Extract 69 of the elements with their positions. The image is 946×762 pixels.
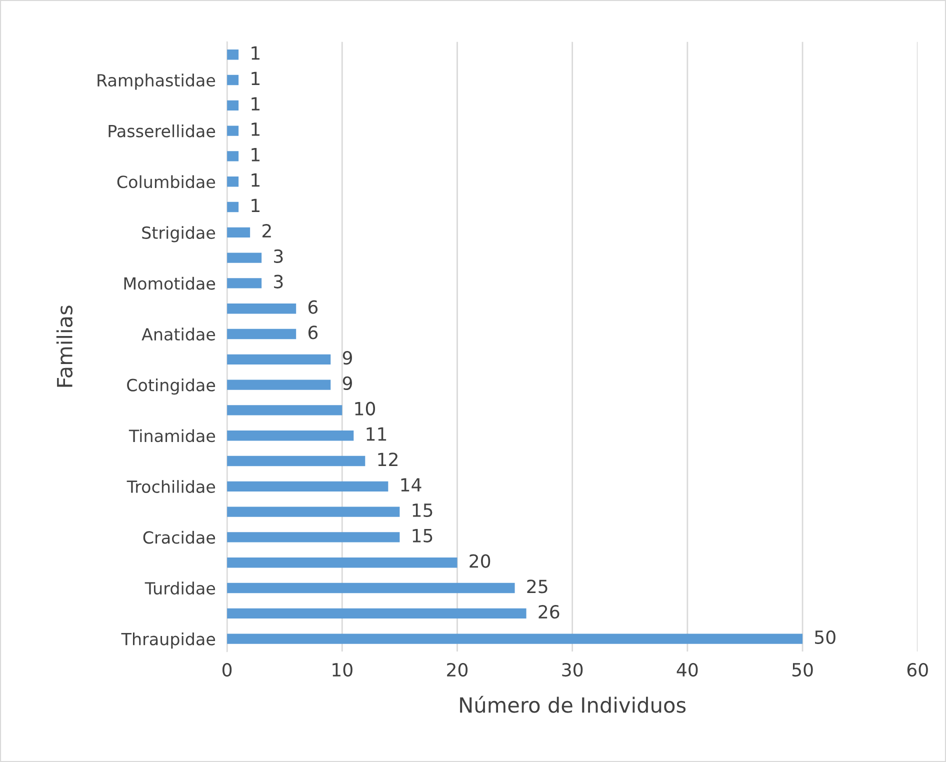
data-label: 1 bbox=[252, 72, 260, 85]
y-tick-label: Strigidae bbox=[142, 226, 216, 242]
data-label: 1 bbox=[252, 46, 260, 60]
x-tick-label: 10 bbox=[332, 662, 352, 677]
x-tick-label: 60 bbox=[907, 662, 928, 677]
bar bbox=[227, 634, 803, 644]
y-tick-label: Columbidae bbox=[117, 175, 216, 188]
bar bbox=[227, 126, 239, 136]
bar bbox=[227, 380, 331, 390]
bar bbox=[227, 481, 388, 492]
data-label: 9 bbox=[342, 376, 352, 390]
y-tick-label: Anatidae bbox=[142, 328, 216, 341]
bar bbox=[227, 608, 526, 618]
bar bbox=[227, 430, 354, 441]
y-tick-label: Momotidae bbox=[124, 276, 216, 290]
bar bbox=[227, 252, 262, 263]
data-label: 1 bbox=[252, 122, 260, 136]
bar bbox=[227, 227, 250, 238]
y-tick-label: Passerellidae bbox=[108, 124, 216, 138]
y-axis-title: Familias bbox=[56, 306, 73, 387]
bar bbox=[227, 151, 239, 162]
y-tick-label: Cracidae bbox=[143, 530, 216, 544]
x-tick-label: 40 bbox=[676, 662, 698, 677]
data-label: 15 bbox=[412, 504, 432, 518]
data-label: 1 bbox=[252, 97, 260, 110]
y-tick-label: Cotingidae bbox=[127, 378, 216, 395]
data-label: 1 bbox=[252, 148, 260, 162]
bar bbox=[227, 176, 239, 187]
data-label: 12 bbox=[378, 452, 398, 466]
data-label: 25 bbox=[527, 580, 548, 594]
data-label: 6 bbox=[308, 300, 318, 314]
x-tick-label: 50 bbox=[792, 662, 813, 677]
y-tick-label: Trochilidae bbox=[126, 480, 216, 493]
data-label: 11 bbox=[366, 427, 386, 441]
y-tick-label: Thraupidae bbox=[121, 632, 216, 649]
data-label: 2 bbox=[262, 224, 271, 238]
data-label: 3 bbox=[274, 249, 283, 264]
x-tick-label: 0 bbox=[222, 662, 232, 677]
bar bbox=[227, 532, 400, 542]
y-tick-label: Turdidae bbox=[144, 582, 216, 595]
data-label: 26 bbox=[538, 604, 560, 619]
x-tick-label: 20 bbox=[447, 662, 468, 677]
bar bbox=[227, 582, 515, 594]
bar bbox=[227, 202, 239, 212]
bar bbox=[227, 456, 366, 466]
bar bbox=[227, 506, 400, 517]
data-label: 3 bbox=[274, 274, 283, 288]
data-label: 1 bbox=[252, 173, 260, 187]
data-label: 6 bbox=[308, 326, 318, 340]
bar bbox=[227, 74, 239, 86]
bar bbox=[227, 405, 342, 416]
bar bbox=[227, 50, 239, 60]
data-label: 50 bbox=[815, 630, 836, 644]
bar bbox=[227, 100, 239, 110]
bar bbox=[227, 278, 262, 288]
bar bbox=[227, 354, 331, 364]
bar bbox=[227, 304, 296, 314]
data-label: 15 bbox=[412, 529, 432, 542]
bar bbox=[227, 328, 296, 340]
bar bbox=[227, 558, 458, 568]
x-axis-title: Número de Individuos bbox=[460, 696, 686, 713]
data-label: 1 bbox=[252, 198, 260, 212]
data-label: 10 bbox=[355, 402, 376, 416]
y-tick-label: Ramphastidae bbox=[98, 74, 216, 90]
data-label: 14 bbox=[401, 478, 422, 492]
data-label: 9 bbox=[342, 350, 352, 365]
x-tick-label: 30 bbox=[562, 662, 583, 677]
data-label: 20 bbox=[470, 554, 490, 568]
y-tick-label: Tinamidae bbox=[128, 429, 216, 442]
